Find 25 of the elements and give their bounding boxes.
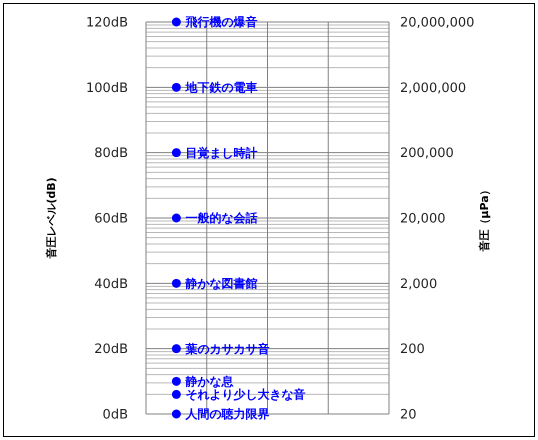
y2-tick-label: 2,000	[400, 276, 438, 292]
y2-tick-label: 20,000	[400, 212, 446, 227]
y-tick-label: 60dB	[94, 212, 128, 227]
series-label: 飛行機の爆音	[184, 15, 258, 30]
y2-tick-label: 20,000,000	[400, 16, 474, 31]
y-tick-label: 80dB	[94, 146, 128, 162]
series-label: 人間の聴力限界	[184, 407, 270, 422]
series-label: 一般的な会話	[185, 211, 258, 226]
series-label: それより少し大きな音	[185, 388, 306, 402]
y-tick-label: 20dB	[94, 342, 128, 358]
y-tick-label: 100dB	[86, 80, 128, 96]
series-label: 地下鉄の電車	[184, 80, 258, 95]
y-tick-label: 120dB	[86, 16, 128, 31]
y2-tick-label: 200,000	[400, 146, 454, 162]
y-axis-title: 音圧レベル(dB)	[45, 177, 58, 260]
y2-tick-label: 2,000,000	[400, 80, 466, 96]
y2-tick-label: 200	[400, 342, 425, 358]
series-label: 静かな息	[184, 374, 234, 389]
y2-axis-title: 音圧（μPa）	[478, 184, 491, 253]
series-label: 目覚まし時計	[185, 146, 258, 160]
y2-tick-label: 20	[400, 408, 417, 423]
y-tick-label: 0dB	[102, 408, 128, 423]
series-label: 葉のカサカサ音	[184, 342, 270, 356]
series-label: 静かな図書館	[184, 276, 258, 291]
y-tick-label: 40dB	[94, 276, 128, 292]
